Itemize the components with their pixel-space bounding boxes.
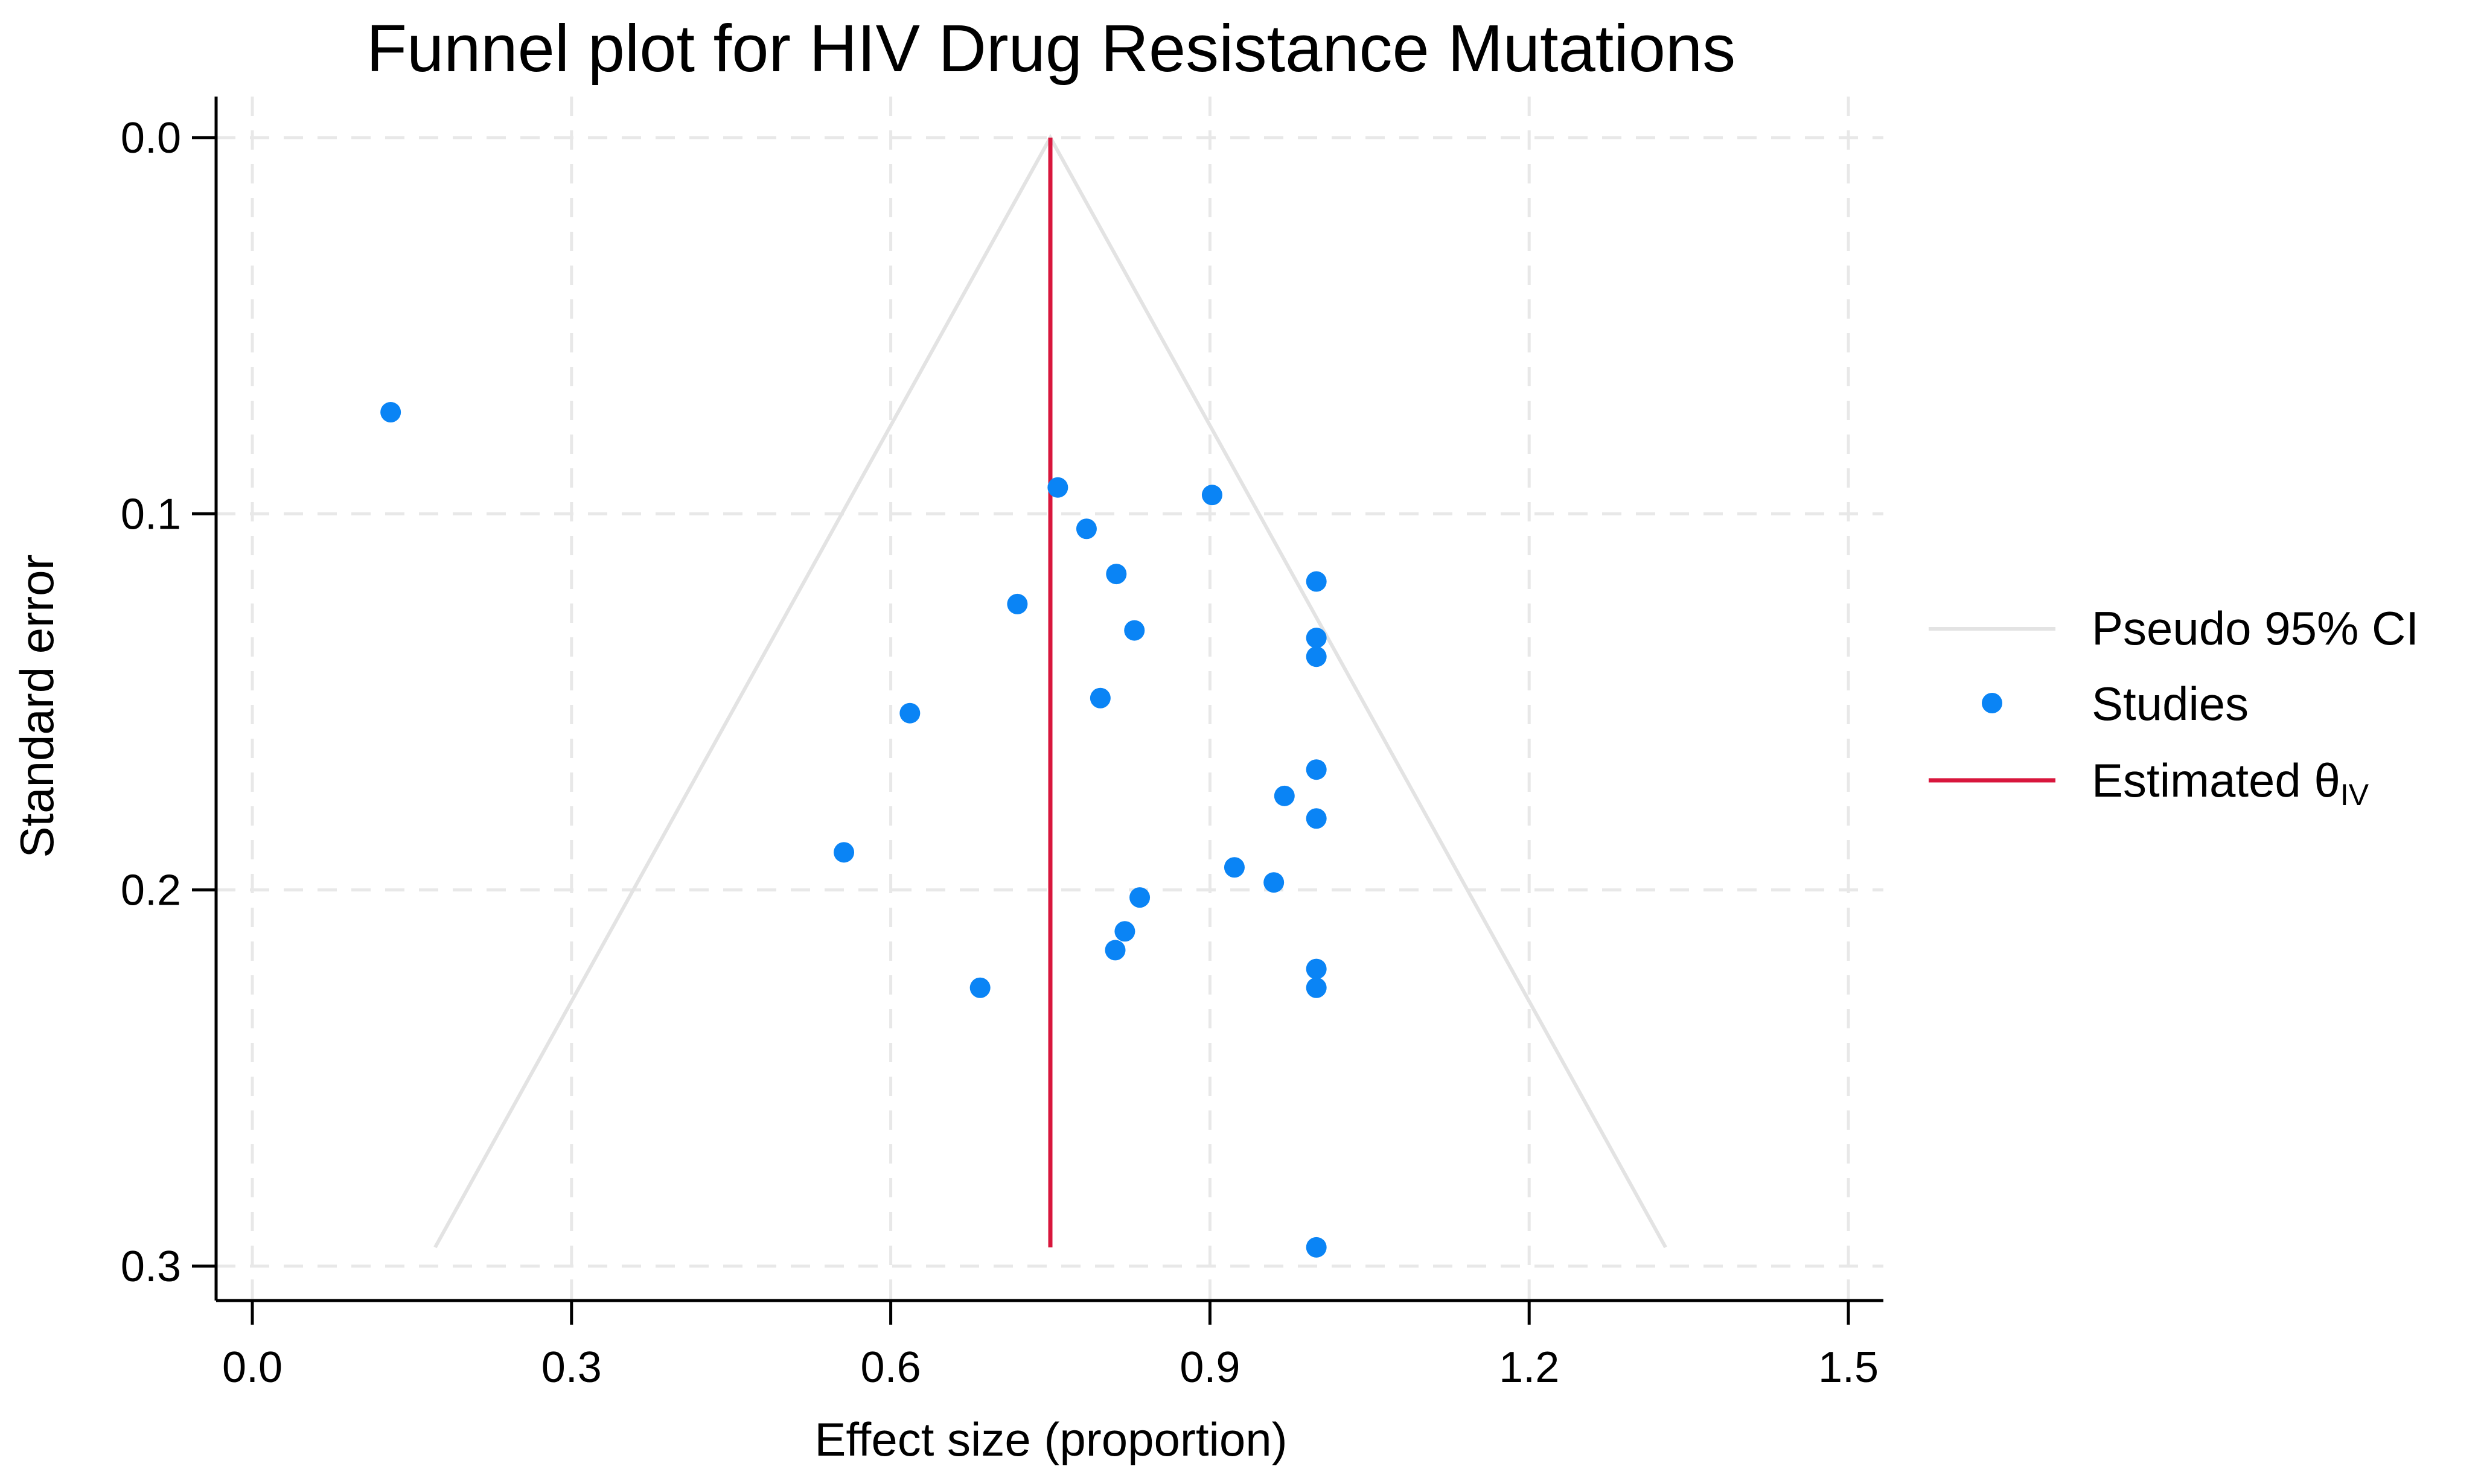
study-point-21	[1306, 958, 1327, 979]
y-tick-label-2: 0.2	[121, 867, 181, 915]
x-axis-ticks: 0.0 0.3 0.6 0.9 1.2 1.5	[222, 1301, 1879, 1392]
study-point-4	[1106, 564, 1127, 585]
study-points	[380, 402, 1327, 1258]
y-tick-label-0: 0.0	[121, 114, 181, 162]
study-point-19	[1114, 921, 1135, 942]
study-point-13	[1274, 785, 1295, 806]
x-tick-label-1: 0.3	[541, 1343, 602, 1392]
x-tick-label-4: 1.2	[1499, 1343, 1559, 1392]
x-axis-label: Effect size (proportion)	[814, 1413, 1287, 1466]
x-tick-label-0: 0.0	[222, 1343, 283, 1392]
study-point-7	[1124, 620, 1145, 641]
study-point-0	[380, 402, 401, 423]
axes	[214, 97, 1883, 1302]
y-axis-ticks: 0.0 0.1 0.2 0.3	[121, 114, 216, 1291]
study-point-14	[1306, 808, 1327, 829]
study-point-3	[1076, 518, 1097, 540]
legend-estimate-subscript: IV	[2340, 778, 2369, 812]
chart-title: Funnel plot for HIV Drug Resistance Muta…	[366, 11, 1735, 86]
study-point-8	[1306, 628, 1327, 649]
legend-studies-swatch	[1982, 693, 2002, 713]
legend-ci-label: Pseudo 95% CI	[2092, 602, 2419, 655]
legend-estimate-label: Estimated θIV	[2092, 754, 2369, 812]
y-tick-label-3: 0.3	[121, 1243, 181, 1291]
study-point-18	[1129, 887, 1151, 908]
study-point-16	[1224, 857, 1245, 878]
study-point-24	[1306, 1237, 1327, 1258]
x-tick-label-5: 1.5	[1818, 1343, 1879, 1392]
legend: Pseudo 95% CI Studies Estimated θIV	[1929, 602, 2419, 812]
study-point-11	[899, 702, 921, 724]
study-point-17	[1263, 872, 1285, 893]
legend-studies-label: Studies	[2092, 677, 2249, 730]
study-point-9	[1306, 646, 1327, 667]
study-point-22	[969, 977, 991, 998]
legend-estimate-text: Estimated θ	[2092, 754, 2340, 807]
study-point-20	[1105, 940, 1126, 961]
y-tick-label-1: 0.1	[121, 490, 181, 538]
study-point-5	[1306, 571, 1327, 592]
study-point-10	[1090, 687, 1111, 709]
y-axis-label: Standard error	[10, 555, 63, 858]
study-point-12	[1306, 759, 1327, 780]
study-point-6	[1007, 593, 1028, 614]
study-point-2	[1201, 485, 1222, 506]
study-point-15	[834, 842, 855, 863]
x-tick-label-3: 0.9	[1180, 1343, 1240, 1392]
study-point-23	[1306, 977, 1327, 998]
grid-lines	[216, 97, 1883, 1301]
x-tick-label-2: 0.6	[861, 1343, 921, 1392]
study-point-1	[1047, 477, 1068, 498]
